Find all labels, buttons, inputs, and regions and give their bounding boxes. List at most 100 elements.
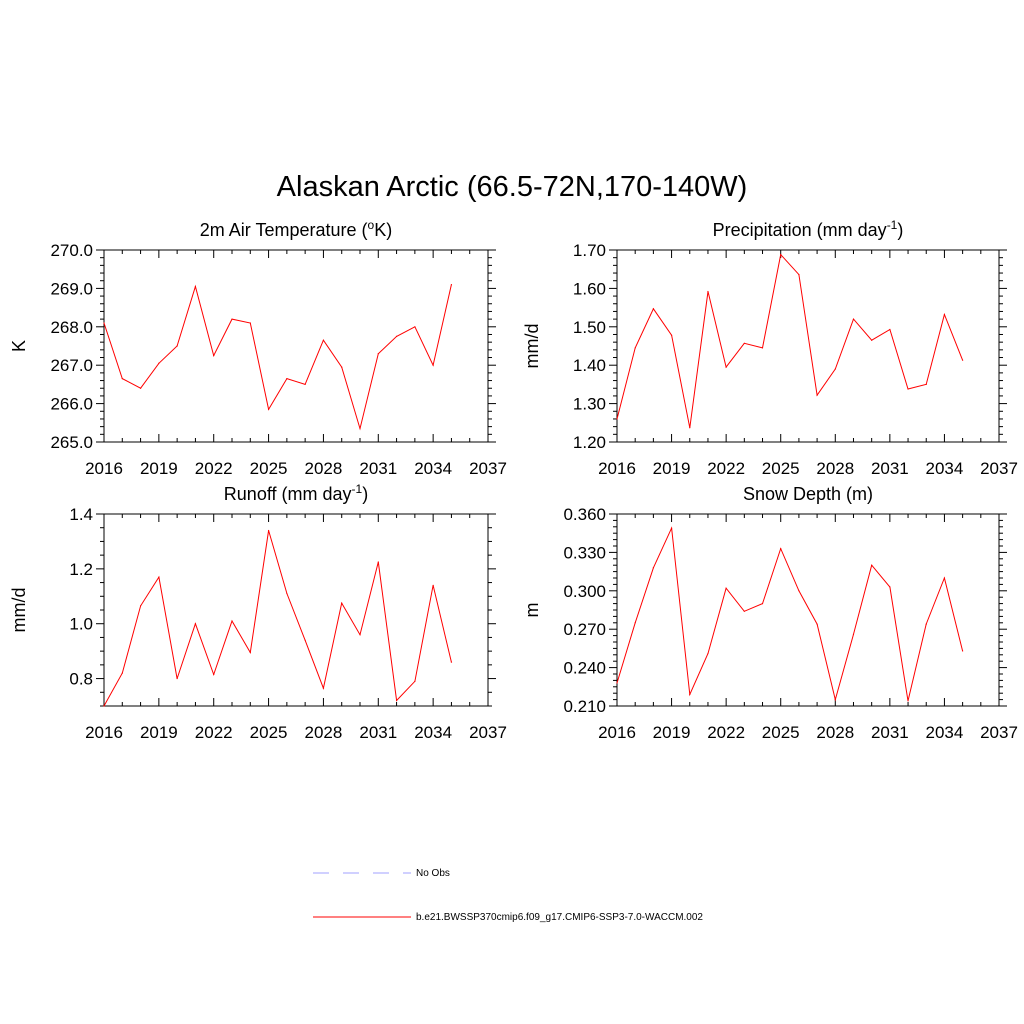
y-tick-label: 1.2: [69, 560, 93, 579]
data-point: [103, 322, 105, 324]
x-tick-label: 2019: [140, 723, 178, 742]
data-point: [652, 567, 654, 569]
data-point: [725, 366, 727, 368]
data-point: [889, 328, 891, 331]
data-point: [341, 366, 343, 368]
panel-title-superscript: -1: [887, 218, 898, 232]
data-point: [194, 285, 197, 288]
x-tick-label: 2034: [414, 459, 452, 478]
y-tick-label: 266.0: [50, 395, 93, 414]
data-point: [213, 673, 215, 676]
x-tick-label: 2034: [926, 459, 964, 478]
data-point: [670, 334, 673, 336]
x-tick-label: 2034: [414, 723, 452, 742]
data-point: [925, 623, 927, 625]
x-tick-label: 2016: [85, 723, 123, 742]
data-point: [395, 335, 398, 337]
x-tick-label: 2028: [305, 459, 343, 478]
y-tick-label: 0.210: [563, 697, 606, 716]
panel-title-suffix: K): [374, 220, 392, 240]
data-point: [414, 326, 416, 328]
data-point: [780, 254, 782, 256]
y-axis-label: K: [9, 340, 29, 352]
x-tick-label: 2016: [85, 459, 123, 478]
y-axis-label: mm/d: [522, 324, 542, 369]
data-point: [689, 427, 691, 429]
panel-title: Runoff (mm day-1): [224, 482, 368, 504]
data-point: [121, 672, 123, 674]
data-point: [616, 682, 618, 684]
x-tick-label: 2022: [707, 723, 745, 742]
data-point: [907, 700, 909, 702]
chart-panels: 2m Air Temperature (oK) K 2016 2019 2022 2025…: [9, 218, 1018, 742]
data-point: [341, 602, 343, 604]
series-line-0: [103, 284, 452, 431]
x-tick-label: 2025: [762, 723, 800, 742]
y-tick-label: 1.50: [573, 318, 606, 337]
x-tick-label: 2022: [707, 459, 745, 478]
data-point: [798, 590, 800, 592]
data-point: [414, 680, 416, 682]
data-point: [962, 650, 964, 652]
data-point: [907, 388, 909, 390]
x-tick-label: 2037: [469, 459, 507, 478]
data-point: [359, 634, 361, 636]
x-tick-label: 2037: [980, 723, 1018, 742]
x-tick-label: 2025: [762, 459, 800, 478]
panel-title: Snow Depth (m): [743, 484, 873, 504]
data-point: [322, 687, 325, 689]
x-tick-label: 2025: [250, 723, 288, 742]
data-point: [743, 342, 745, 344]
x-tick-label: 2019: [653, 459, 691, 478]
data-point: [103, 705, 105, 707]
data-point: [432, 584, 434, 586]
chart-panel-0: 2m Air Temperature (oK) K 2016 2019 2022 2025…: [9, 218, 507, 478]
y-tick-label: 0.240: [563, 659, 606, 678]
data-point: [267, 529, 270, 532]
data-point: [322, 339, 325, 341]
x-tick-label: 2022: [195, 723, 233, 742]
data-point: [652, 308, 654, 310]
x-tick-label: 2037: [980, 459, 1018, 478]
chart-panel-1: Precipitation (mm day-1) mm/d 2016 2019 2022…: [522, 218, 1018, 478]
data-point: [816, 623, 818, 625]
legend-label-0: No Obs: [416, 868, 450, 879]
data-point: [304, 639, 306, 641]
x-tick-label: 2031: [359, 459, 397, 478]
data-point: [139, 387, 142, 389]
data-point: [834, 368, 836, 370]
figure-title: Alaskan Arctic (66.5-72N,170-140W): [277, 171, 748, 203]
x-tick-label: 2025: [250, 459, 288, 478]
data-point: [798, 273, 800, 276]
data-point: [634, 622, 636, 624]
data-point: [616, 418, 618, 420]
series-line-0: [616, 526, 964, 702]
x-tick-label: 2028: [816, 459, 854, 478]
panel-title-suffix: ): [897, 220, 903, 240]
x-tick-label: 2028: [816, 723, 854, 742]
data-point: [194, 623, 197, 625]
legend-label-1: b.e21.BWSSP370cmip6.f09_g17.CMIP6-SSP3-7…: [416, 912, 703, 923]
data-point: [889, 586, 891, 588]
data-point: [634, 347, 636, 349]
data-point: [707, 652, 709, 655]
data-point: [725, 587, 727, 589]
data-point: [395, 699, 398, 702]
data-point: [943, 313, 946, 316]
data-point: [670, 527, 673, 529]
x-tick-label: 2028: [305, 723, 343, 742]
data-point: [707, 290, 709, 293]
y-tick-label: 268.0: [50, 318, 93, 337]
y-axis-label: mm/d: [9, 588, 29, 633]
x-tick-label: 2016: [598, 459, 636, 478]
y-tick-label: 1.60: [573, 279, 606, 298]
plot-frame: [103, 249, 489, 443]
panel-title-main: Precipitation (mm day: [713, 220, 887, 240]
data-point: [761, 603, 764, 605]
data-point: [834, 699, 836, 701]
data-point: [249, 651, 251, 654]
x-tick-label: 2031: [359, 723, 397, 742]
plot-frame: [616, 513, 1000, 707]
data-point: [176, 345, 178, 347]
